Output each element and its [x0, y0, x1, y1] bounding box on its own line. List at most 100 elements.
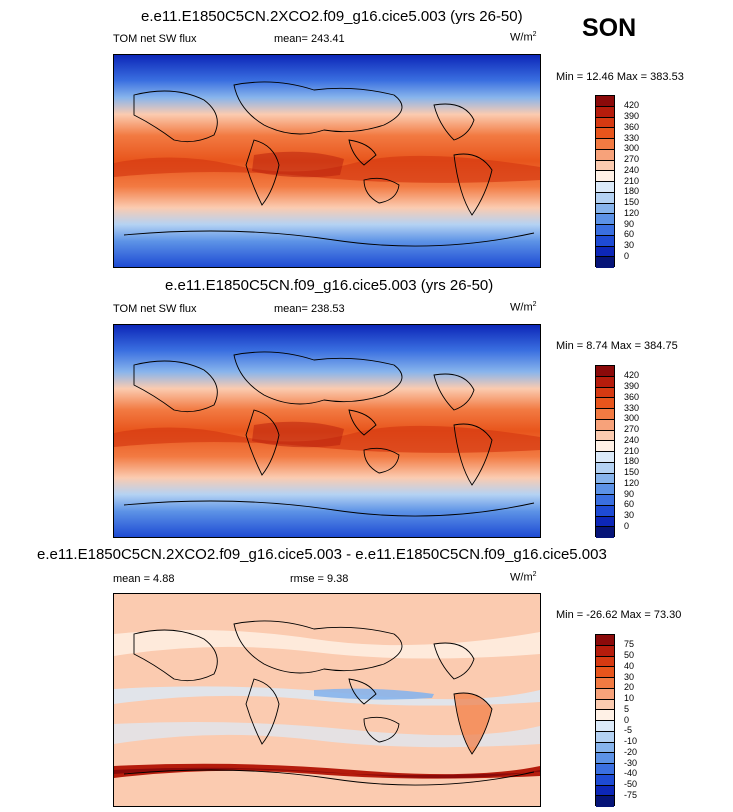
panel-2-minmax: Min = 8.74 Max = 384.75 — [556, 340, 678, 352]
colorbar-tick-label: 390 — [624, 111, 640, 121]
colorbar-tick-label: 300 — [624, 143, 640, 154]
colorbar-swatch — [596, 527, 614, 538]
colorbar-tick-label: -5 — [624, 725, 633, 736]
colorbar-tick-label: 180 — [624, 186, 640, 197]
colorbar-tick-label: 150 — [624, 197, 640, 207]
colorbar-tick-label: 120 — [624, 207, 640, 218]
colorbar-swatch — [596, 192, 614, 204]
panel-1-field: TOM net SW flux — [113, 33, 197, 45]
colorbar-swatch — [596, 214, 614, 225]
panel-2-units: W/m2 — [510, 301, 537, 314]
colorbar-tick-label: -75 — [624, 789, 638, 800]
colorbar-swatch — [596, 688, 614, 700]
colorbar-swatch — [596, 387, 614, 399]
colorbar-tick-label: 270 — [624, 424, 640, 434]
colorbar-tick-label: 30 — [624, 671, 635, 682]
colorbar-swatch — [596, 699, 614, 711]
colorbar-swatch — [596, 678, 614, 689]
colorbar-tick-label: 210 — [624, 175, 640, 186]
colorbar-swatch — [596, 203, 614, 215]
colorbar-tick-label: 390 — [624, 381, 640, 391]
colorbar-tick-label: 210 — [624, 445, 640, 456]
colorbar-swatch — [596, 419, 614, 431]
colorbar-swatch — [596, 495, 614, 506]
colorbar-tick-label: 330 — [624, 402, 640, 413]
panel-3-minmax: Min = -26.62 Max = 73.30 — [556, 609, 682, 621]
colorbar-swatch — [596, 182, 614, 193]
colorbar-tick-label: 0 — [624, 250, 630, 261]
colorbar-tick-label: -50 — [624, 779, 638, 789]
colorbar-tick-label: -30 — [624, 757, 638, 768]
colorbar-swatch — [596, 96, 614, 107]
panel-2-title: e.e11.E1850C5CN.f09_g16.cice5.003 (yrs 2… — [165, 277, 494, 294]
colorbar-swatch — [596, 721, 614, 732]
panel-3-units: W/m2 — [510, 571, 537, 584]
colorbar-tick-label: 5 — [624, 703, 630, 714]
colorbar-swatch — [596, 235, 614, 247]
colorbar-tick-label: 10 — [624, 693, 635, 703]
colorbar-swatch — [596, 764, 614, 775]
colorbar-swatch — [596, 398, 614, 409]
panel-1-units: W/m2 — [510, 31, 537, 44]
panel-3-map-svg — [114, 594, 540, 806]
colorbar-tick-label: 60 — [624, 499, 635, 510]
colorbar-tick-label: 50 — [624, 650, 635, 660]
colorbar-tick-label: 420 — [624, 370, 640, 381]
panel-1-colorbar — [595, 95, 615, 268]
colorbar-tick-label: -40 — [624, 768, 638, 779]
colorbar-swatch — [596, 635, 614, 646]
colorbar-tick-label: 240 — [624, 434, 640, 445]
colorbar-swatch — [596, 128, 614, 139]
colorbar-swatch — [596, 656, 614, 668]
colorbar-swatch — [596, 484, 614, 495]
panel-3-title: e.e11.E1850C5CN.2XCO2.f09_g16.cice5.003 … — [37, 546, 607, 563]
colorbar-swatch — [596, 409, 614, 420]
panel-1-map-svg — [114, 55, 540, 267]
season-label: SON — [582, 14, 637, 42]
panel-2-field: TOM net SW flux — [113, 303, 197, 315]
colorbar-swatch — [596, 452, 614, 463]
colorbar-swatch — [596, 149, 614, 161]
colorbar-tick-label: 360 — [624, 391, 640, 402]
colorbar-tick-label: -10 — [624, 736, 638, 746]
colorbar-swatch — [596, 160, 614, 172]
colorbar-swatch — [596, 106, 614, 118]
colorbar-swatch — [596, 796, 614, 807]
colorbar-swatch — [596, 376, 614, 388]
colorbar-tick-label: 20 — [624, 682, 635, 693]
colorbar-tick-label: 75 — [624, 639, 635, 650]
colorbar-swatch — [596, 462, 614, 474]
colorbar-swatch — [596, 645, 614, 657]
colorbar-swatch — [596, 171, 614, 182]
colorbar-tick-label: 30 — [624, 510, 635, 520]
colorbar-swatch — [596, 441, 614, 452]
colorbar-tick-label: 90 — [624, 218, 635, 229]
colorbar-swatch — [596, 516, 614, 528]
colorbar-swatch — [596, 117, 614, 129]
panel-3-colorbar — [595, 634, 615, 807]
colorbar-tick-label: 300 — [624, 413, 640, 424]
colorbar-tick-label: 360 — [624, 121, 640, 132]
colorbar-tick-label: 90 — [624, 488, 635, 499]
panel-3-rmse: rmse = 9.38 — [290, 573, 349, 585]
panel-1-title: e.e11.E1850C5CN.2XCO2.f09_g16.cice5.003 … — [141, 8, 523, 25]
colorbar-tick-label: 270 — [624, 154, 640, 164]
colorbar-tick-label: 0 — [624, 714, 630, 725]
panel-1-mean: mean= 243.41 — [274, 33, 345, 45]
panel-2-map-svg — [114, 325, 540, 537]
colorbar-tick-label: -20 — [624, 746, 638, 757]
colorbar-swatch — [596, 667, 614, 678]
colorbar-tick-label: 120 — [624, 477, 640, 488]
colorbar-swatch — [596, 731, 614, 743]
colorbar-tick-label: 30 — [624, 240, 635, 250]
colorbar-swatch — [596, 753, 614, 764]
panel-1-colorbar-labels: 420 390 360 330 300 270 240 210 180 150 120 90 60 30 0 — [624, 95, 654, 267]
panel-2-colorbar — [595, 365, 615, 538]
panel-2-mean: mean= 238.53 — [274, 303, 345, 315]
colorbar-tick-label: 240 — [624, 164, 640, 175]
colorbar-swatch — [596, 742, 614, 754]
panel-3-mean: mean = 4.88 — [113, 573, 175, 585]
panel-3-colorbar-labels: 75 50 40 30 20 10 5 0 -5 -10 -20 -30 -40 -50 -75 — [624, 634, 654, 806]
colorbar-swatch — [596, 366, 614, 377]
colorbar-swatch — [596, 774, 614, 786]
